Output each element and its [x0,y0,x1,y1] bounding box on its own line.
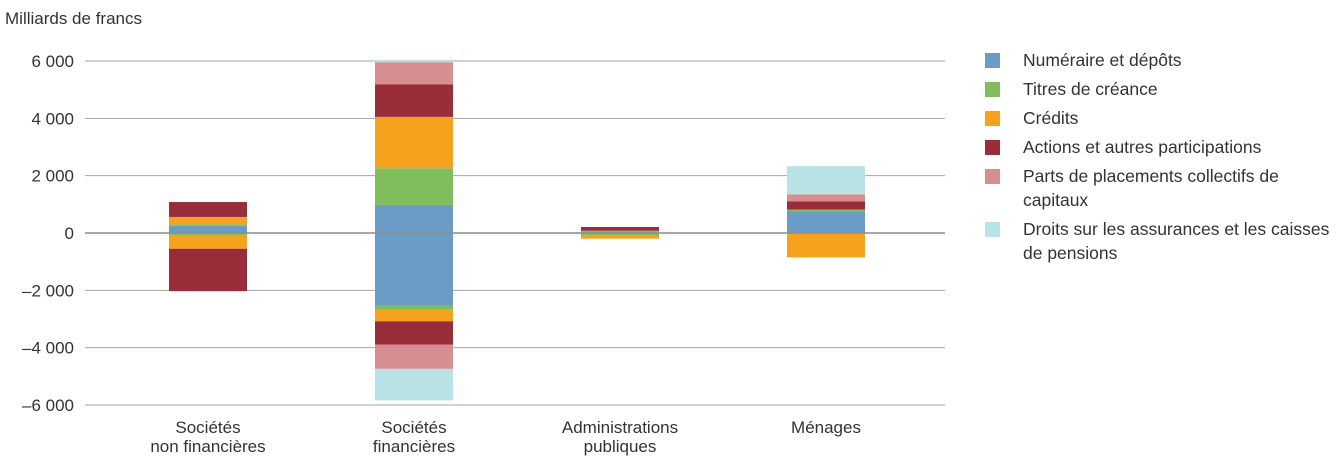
x-category-label: Ménages [791,418,861,437]
legend-label: Crédits [1023,108,1079,128]
bar-segment [581,233,659,236]
legend-label: Titres de créance [1023,79,1158,99]
y-tick-label: 4 000 [31,109,74,128]
bar-segment [375,305,453,310]
legend-swatch [985,82,1000,97]
bar-segment [375,116,453,169]
bars [169,59,865,401]
bar-segment [787,233,865,258]
bar-segment [169,248,247,292]
y-axis-ticks: 6 000 4 000 2 000 0 –2 000 –4 000 –6 000 [22,52,74,415]
bar-segment [375,59,453,63]
x-category-label: financières [373,437,455,456]
bar-segment [581,230,659,233]
bar-segment [375,62,453,85]
bar-segment [375,233,453,306]
bar-segment [375,368,453,401]
legend-label: Parts de placements collectifs de capita… [1023,166,1279,210]
bar-segment [581,235,659,239]
bar-segment [169,225,247,233]
bar-segment [787,166,865,195]
bar-segment [375,84,453,117]
bar-segment [375,321,453,345]
bar-segment [375,344,453,369]
legend-item: Droits sur les assurances et les caisses… [985,217,1341,265]
y-tick-label: 2 000 [31,167,74,186]
bar-segment [787,201,865,210]
legend-swatch [985,111,1000,126]
legend-item: Parts de placements collectifs de capita… [985,164,1341,212]
legend-swatch [985,222,1000,237]
bar-segment [375,168,453,205]
legend-swatch [985,169,1000,184]
legend-swatch [985,53,1000,68]
legend-item: Titres de créance [985,77,1341,101]
bar-segment [169,202,247,217]
legend-label: Droits sur les assurances et les caisses… [1023,219,1330,263]
bar-segment [787,211,865,233]
bar-segment [787,194,865,202]
x-category-label: Administrations [562,418,678,437]
legend: Numéraire et dépôts Titres de créance Créd… [985,48,1341,270]
bar-segment [169,235,247,249]
y-tick-label: –6 000 [22,396,74,415]
x-category-label: publiques [584,437,657,456]
bar-segment [581,226,659,231]
x-category-label: Sociétés [175,418,240,437]
bar-segment [375,204,453,233]
x-category-label: Sociétés [381,418,446,437]
legend-item: Numéraire et dépôts [985,48,1341,72]
y-tick-label: –2 000 [22,281,74,300]
y-tick-label: –4 000 [22,339,74,358]
y-tick-label: 6 000 [31,52,74,71]
legend-label: Numéraire et dépôts [1023,50,1182,70]
legend-item: Actions et autres participations [985,135,1341,159]
bar-segment [169,233,247,236]
bar-segment [375,309,453,322]
legend-item: Crédits [985,106,1341,130]
bar-segment [787,209,865,212]
y-axis-title: Milliards de francs [5,9,142,28]
bar-segment [169,224,247,226]
bar-segment [169,216,247,225]
x-category-label: non financières [150,437,265,456]
legend-label: Actions et autres participations [1023,137,1262,157]
y-tick-label: 0 [65,224,74,243]
legend-swatch [985,140,1000,155]
